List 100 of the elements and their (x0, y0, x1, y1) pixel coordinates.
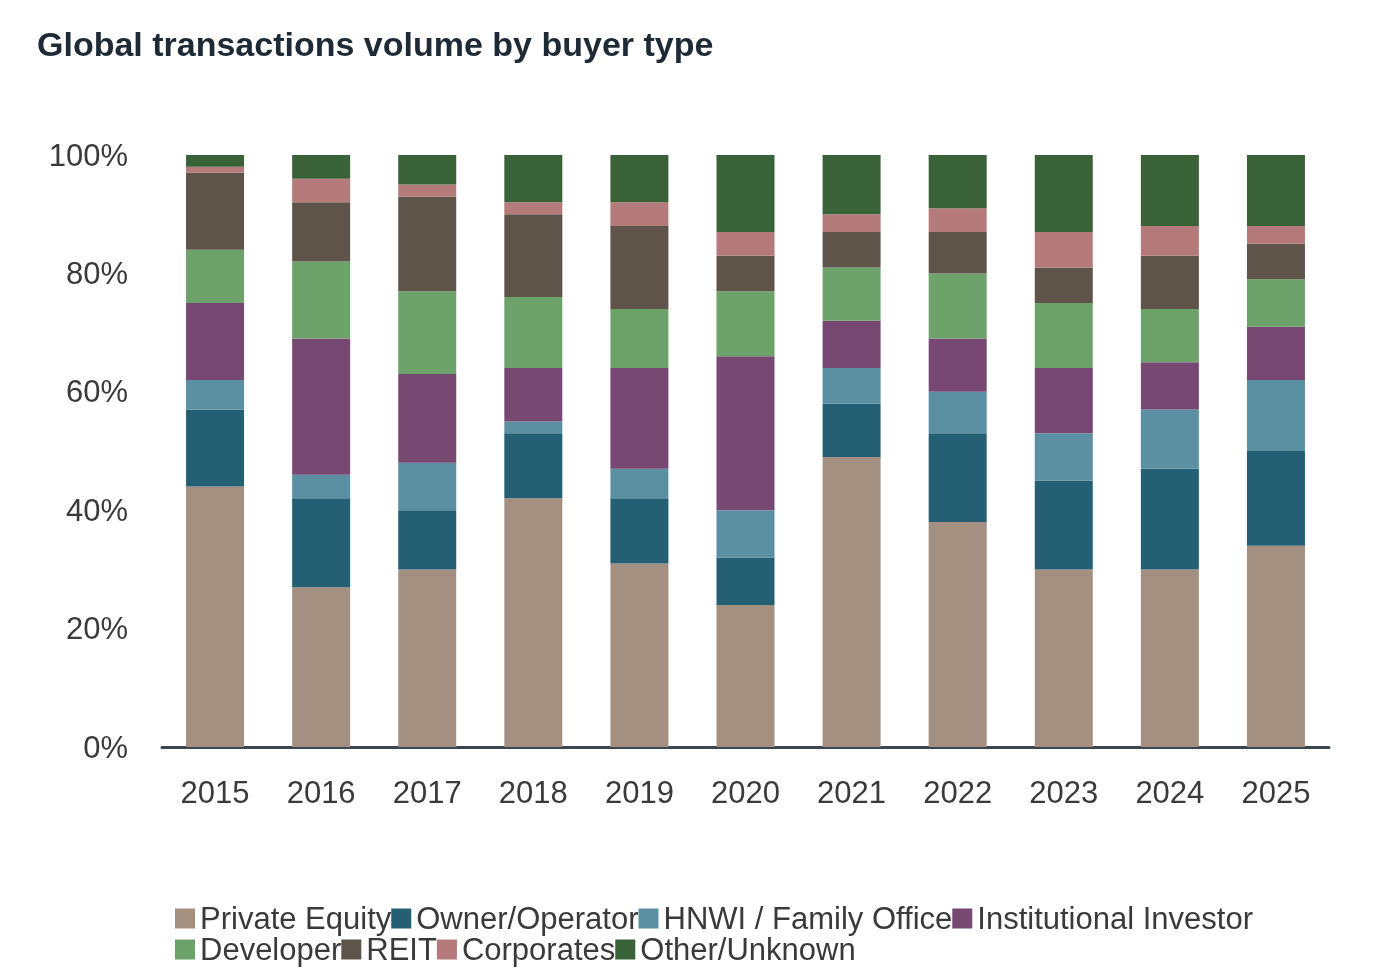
bar (292, 587, 351, 747)
bar (822, 267, 881, 321)
y-tick-label: 60% (65, 374, 128, 410)
x-tick-label: 2015 (180, 775, 250, 810)
bar (186, 486, 245, 747)
bar (1034, 433, 1093, 481)
bar (1034, 155, 1093, 232)
x-tick-label: 2024 (1135, 775, 1205, 810)
bar (822, 456, 881, 747)
bar (504, 421, 563, 434)
bar (716, 356, 775, 511)
y-tick-label: 100% (48, 137, 128, 173)
bar (716, 155, 775, 232)
bar (822, 403, 881, 457)
bar (186, 155, 245, 167)
x-tick-label: 2021 (817, 775, 887, 810)
bar (186, 379, 245, 410)
bar (822, 368, 881, 404)
bar (716, 255, 775, 292)
bar (504, 214, 563, 298)
legend-label: HNWI / Family Office (663, 901, 953, 936)
bar (398, 462, 457, 511)
bar (610, 155, 669, 203)
bar (1140, 155, 1199, 227)
x-tick-label: 2018 (498, 775, 568, 810)
bar (716, 510, 775, 558)
bar (1140, 569, 1199, 747)
bar (292, 202, 351, 262)
x-tick-label: 2022 (923, 775, 993, 810)
y-tick-label: 80% (65, 255, 128, 291)
bar (928, 433, 987, 523)
bar (1140, 308, 1199, 363)
bar (398, 196, 457, 292)
y-tick-label: 0% (83, 729, 128, 765)
bar (1246, 545, 1305, 747)
bar (1246, 279, 1305, 327)
bar (928, 391, 987, 434)
bar (822, 214, 881, 232)
bar (398, 374, 457, 463)
bar (1140, 468, 1199, 570)
bar (504, 155, 563, 203)
bar (398, 291, 457, 375)
chart-title: Global transactions volume by buyer type (37, 25, 714, 63)
bar (928, 231, 987, 274)
bar (1246, 155, 1305, 227)
bar (1034, 231, 1093, 268)
bar (610, 202, 669, 227)
bar (716, 291, 775, 357)
x-tick-label: 2023 (1029, 775, 1099, 810)
y-tick-label: 40% (65, 492, 128, 528)
bar (1034, 303, 1093, 369)
bar (610, 563, 669, 747)
bar (1246, 451, 1305, 546)
bar (928, 522, 987, 747)
x-tick-label: 2025 (1241, 775, 1311, 810)
bar (1246, 226, 1305, 244)
legend-label: Owner/Operator (416, 901, 639, 936)
y-tick-label: 20% (65, 611, 128, 647)
bar (292, 155, 351, 179)
bar (610, 368, 669, 469)
bar (1140, 362, 1199, 410)
bar (1034, 368, 1093, 434)
bar (716, 557, 775, 605)
bar (928, 208, 987, 232)
bar (822, 155, 881, 215)
bar (398, 569, 457, 747)
bar (1140, 226, 1199, 256)
bar (822, 231, 881, 268)
bar (292, 261, 351, 339)
bar (928, 155, 987, 209)
x-tick-label: 2019 (604, 775, 674, 810)
x-tick-label: 2020 (711, 775, 780, 810)
bar (610, 226, 669, 309)
bar (186, 172, 245, 250)
legend-label: Institutional Investor (977, 901, 1253, 936)
bar (610, 468, 669, 499)
bar (292, 474, 351, 499)
bar (1034, 267, 1093, 303)
bar (186, 249, 245, 303)
bar (928, 273, 987, 339)
bar (504, 498, 563, 747)
bar (504, 368, 563, 422)
bar (186, 409, 245, 487)
x-tick-label: 2016 (286, 775, 356, 810)
bar (1034, 569, 1093, 747)
x-tick-label: 2017 (392, 775, 462, 810)
bar (292, 338, 351, 475)
bar (504, 202, 563, 215)
bar (186, 303, 245, 380)
bar (1034, 480, 1093, 570)
bar (1246, 379, 1305, 451)
bar (292, 498, 351, 588)
bar (1246, 326, 1305, 380)
bar (716, 231, 775, 256)
bar (186, 166, 245, 173)
bar (822, 320, 881, 369)
bar (504, 433, 563, 499)
bar (716, 604, 775, 747)
bar (398, 184, 457, 197)
bar (398, 155, 457, 185)
